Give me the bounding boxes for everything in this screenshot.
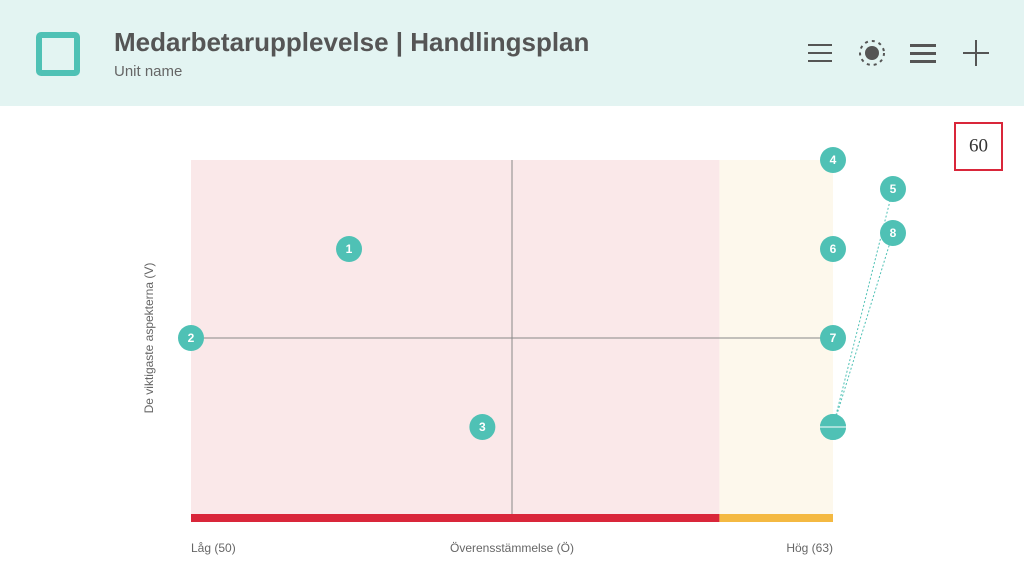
x-low-label: Låg (50) <box>191 541 236 555</box>
y-axis-label: De viktigaste aspekterna (V) <box>142 263 156 414</box>
subtitle: Unit name <box>114 63 182 80</box>
badge-box <box>954 122 1003 171</box>
point-label: 5 <box>890 182 897 196</box>
high-bar <box>719 514 833 522</box>
point <box>178 325 204 351</box>
point-label: 6 <box>830 242 837 256</box>
leader-line <box>832 232 894 428</box>
icon-filter[interactable] <box>910 44 936 63</box>
x-axis-label: Överensstämmelse (Ö) <box>450 541 574 555</box>
title: Medarbetarupplevelse | Handlingsplan <box>114 27 589 57</box>
badge: 60 <box>969 135 988 156</box>
point <box>820 236 846 262</box>
icon-brightness[interactable] <box>859 40 885 66</box>
icon-scatter[interactable] <box>963 40 989 66</box>
logo <box>36 32 80 76</box>
point <box>820 147 846 173</box>
low-bar <box>191 514 720 522</box>
x-high-label: Hög (63) <box>786 541 833 555</box>
point <box>336 236 363 262</box>
point-label: 3 <box>479 420 486 434</box>
point-label: 8 <box>890 226 897 240</box>
point-label: 1 <box>346 242 353 256</box>
point-label: 7 <box>830 331 837 345</box>
icon-list[interactable] <box>808 44 832 62</box>
header-bar <box>0 0 1024 106</box>
point <box>820 325 846 351</box>
point-label: 2 <box>188 331 195 345</box>
point-callout <box>880 220 906 246</box>
point <box>469 414 496 440</box>
point-label: 4 <box>830 153 837 167</box>
point-callout <box>880 176 906 202</box>
